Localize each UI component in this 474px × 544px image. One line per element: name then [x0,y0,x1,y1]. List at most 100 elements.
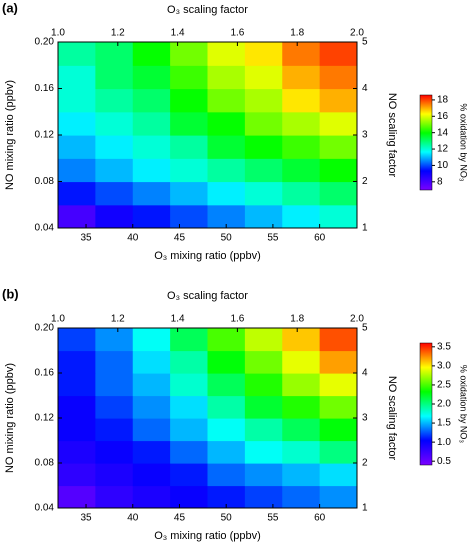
heat-cell [132,181,171,206]
heat-cell [282,204,321,228]
heat-cell [58,158,96,183]
heat-cell [207,158,246,183]
heat-cell [58,373,96,397]
heat-cell [132,328,171,352]
heat-cell [58,181,96,206]
colorbar-tick-label: 18 [437,95,449,106]
x-tick-label: 35 [80,513,92,524]
heat-cell [207,395,246,419]
heatmap [58,42,357,228]
heat-cell [95,135,134,159]
heat-cell [170,463,209,487]
heat-cell [244,158,283,183]
x2-tick-label: 1.4 [171,28,185,39]
x2-tick-label: 2.0 [350,314,364,325]
heat-cell [95,485,134,508]
heat-cell [95,111,134,136]
heat-cell [132,395,171,419]
colorbar-tick-label: 16 [437,111,449,122]
heat-cell [170,88,209,113]
x-tick-label: 55 [267,233,279,244]
heat-cell [58,463,96,487]
heat-cell [207,440,246,464]
y-tick-label: 0.20 [35,37,55,48]
y-tick-label: 0.04 [35,223,55,234]
heat-cell [170,328,209,352]
y2-tick-label: 2 [362,458,368,469]
heat-cell [244,418,283,442]
heat-cell [58,204,96,228]
colorbar-tick-label: 0.5 [437,456,451,467]
heat-cell [95,42,134,66]
heat-cell [95,463,134,487]
heat-cell [319,42,357,66]
y2-tick-label: 4 [362,368,368,379]
colorbar-title: % oxidation by NO₃ [459,103,469,182]
heat-cell [170,42,209,66]
heat-cell [244,204,283,228]
y-axis-title: NO mixing ratio (ppbv) [4,363,16,473]
heat-cell [244,42,283,66]
heat-cell [170,158,209,183]
heat-cell [319,65,357,90]
x-tick-label: 50 [221,233,233,244]
heat-cell [319,485,357,508]
y-tick-label: 0.12 [35,413,55,424]
heat-cell [58,418,96,442]
heat-cell [58,42,96,66]
x2-tick-label: 1.2 [111,314,125,325]
heat-cell [319,463,357,487]
colorbar-tick-label: 12 [437,144,449,155]
heat-cell [244,463,283,487]
heat-cell [282,373,321,397]
heat-cell [170,485,209,508]
heat-cell [207,373,246,397]
heat-cell [170,65,209,90]
y-tick-label: 0.04 [35,503,55,514]
heat-cell [132,135,171,159]
colorbar-tick-label: 10 [437,160,449,171]
heat-cell [207,181,246,206]
heat-cell [95,181,134,206]
heat-cell [282,181,321,206]
colorbar-tick-label: 2.0 [437,399,451,410]
y-tick-label: 0.12 [35,130,55,141]
y-tick-label: 0.20 [35,323,55,334]
heat-cell [244,395,283,419]
y2-tick-label: 4 [362,83,368,94]
heat-cell [170,204,209,228]
x-tick-label: 45 [174,513,186,524]
panel-label: (b) [2,286,19,301]
heat-cell [207,88,246,113]
y2-tick-label: 2 [362,176,368,187]
heat-cell [58,135,96,159]
x2-tick-label: 1.8 [290,314,304,325]
heat-cell [282,65,321,90]
heat-cell [244,135,283,159]
heat-cell [95,418,134,442]
heat-cell [95,158,134,183]
x-tick-label: 40 [127,513,139,524]
heat-cell [95,88,134,113]
heat-cell [282,111,321,136]
heat-cell [244,350,283,374]
heat-cell [207,65,246,90]
heat-cell [282,418,321,442]
heat-cell [319,350,357,374]
y-tick-label: 0.16 [35,83,55,94]
heat-cell [170,181,209,206]
heat-cell [58,395,96,419]
heat-cell [132,463,171,487]
heat-cell [132,373,171,397]
heat-cell [170,111,209,136]
heat-cell [319,418,357,442]
heat-cell [207,485,246,508]
x-tick-label: 60 [314,513,326,524]
colorbar-title: % oxidation by NO₃ [459,365,469,444]
x2-tick-label: 1.0 [51,28,65,39]
heat-cell [319,181,357,206]
x2-tick-label: 1.6 [230,314,244,325]
heat-cell [132,440,171,464]
x2-tick-label: 1.8 [290,28,304,39]
heat-cell [282,158,321,183]
